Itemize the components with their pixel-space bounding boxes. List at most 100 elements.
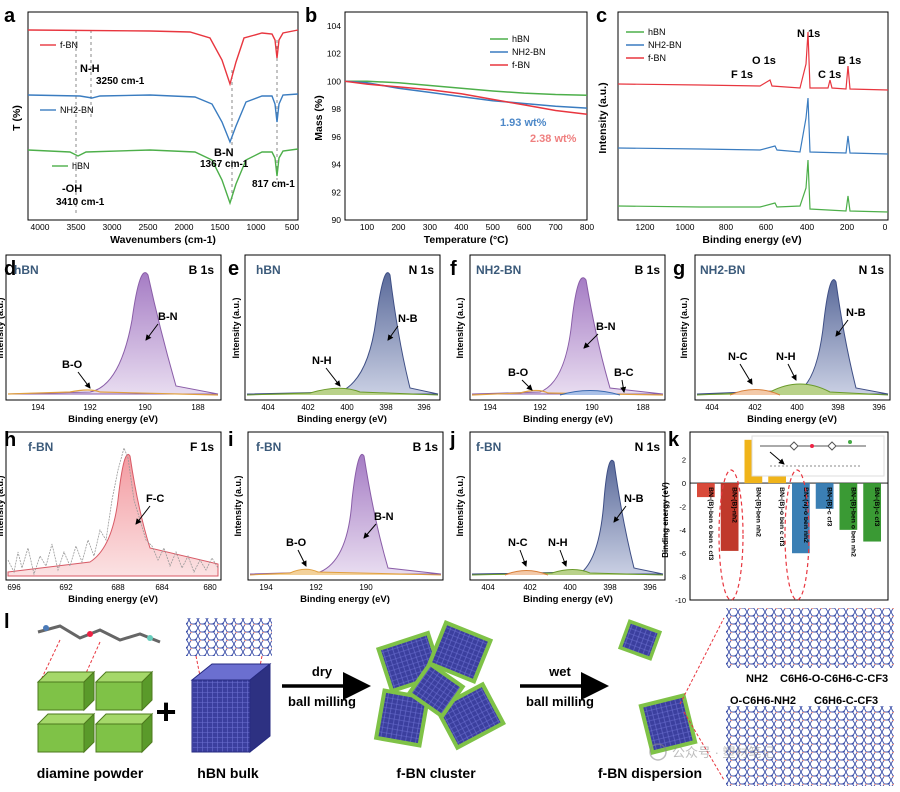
peak-g-nc bbox=[729, 389, 781, 396]
panel-i: i f-BN B 1s B-N B-O 194 192 190 Binding … bbox=[228, 429, 444, 605]
peak-d-bo bbox=[7, 389, 219, 396]
xtick-b: 300 bbox=[423, 222, 437, 232]
k-bar bbox=[720, 483, 739, 551]
peak-e-nb bbox=[246, 272, 439, 395]
green-cube bbox=[36, 712, 96, 754]
xtick-c: 600 bbox=[759, 222, 773, 232]
k-bar bbox=[839, 483, 858, 530]
ytick-b: 100 bbox=[327, 76, 341, 86]
core-d: B 1s bbox=[189, 263, 215, 277]
label-cluster: f-BN cluster bbox=[396, 765, 476, 781]
ytick-k: 0 bbox=[682, 479, 686, 488]
panel-letter-i: i bbox=[228, 429, 234, 451]
core-j: N 1s bbox=[635, 440, 661, 454]
axes-frame-f bbox=[469, 254, 666, 401]
ylabel-h: Intensity (a.u.) bbox=[0, 475, 5, 536]
label-e-nb: N-B bbox=[398, 313, 418, 325]
arrow-f-bo bbox=[521, 379, 533, 391]
xlabel-e: Binding energy (eV) bbox=[297, 414, 387, 425]
cluster-tile bbox=[426, 620, 494, 684]
xtick-d: 194 bbox=[31, 403, 45, 412]
loss-f-bn: 2.38 wt% bbox=[530, 133, 577, 145]
xtick-c: 800 bbox=[719, 222, 733, 232]
xtick-b: 100 bbox=[360, 222, 374, 232]
xlabel-h: Binding energy (eV) bbox=[68, 594, 158, 605]
legend-b-nh2: NH2-BN bbox=[512, 47, 546, 57]
ylabel-d: Intensity (a.u.) bbox=[0, 297, 5, 358]
arrow-d-bn bbox=[145, 323, 159, 341]
xtick-c: 400 bbox=[800, 222, 814, 232]
xtick-e: 396 bbox=[417, 403, 431, 412]
zoom-line bbox=[683, 711, 725, 781]
inset-ring bbox=[789, 441, 799, 451]
hbn-lattice-inset bbox=[186, 618, 272, 656]
arrow-i-bo bbox=[297, 549, 307, 567]
ylabel-k: Binding energy (eV) bbox=[661, 482, 670, 558]
k-bar-label: BN-(B)-ben o ben nh2 bbox=[849, 487, 856, 557]
peak-j-nh bbox=[471, 569, 664, 576]
xlabel-a: Wavenumbers (cm-1) bbox=[110, 234, 216, 246]
ytick-b: 90 bbox=[332, 215, 342, 225]
panel-letter-k: k bbox=[668, 429, 680, 451]
arrow-f-bc bbox=[620, 379, 627, 393]
ytick-k: -2 bbox=[679, 502, 686, 511]
sample-f: NH2-BN bbox=[476, 263, 521, 277]
highlight-nh2 bbox=[718, 469, 744, 601]
ytick-k: 2 bbox=[682, 456, 686, 465]
panel-c: c hBN NH2-BN f-BN N 1s O 1s F 1s C 1s B … bbox=[596, 5, 889, 246]
xtick-g: 398 bbox=[831, 403, 845, 412]
panel-b: b 100 200 300 400 500 600 700 80090929496981001… bbox=[305, 5, 594, 246]
xtick-b: 600 bbox=[517, 222, 531, 232]
plus-sign: + bbox=[155, 691, 176, 732]
xtick-f: 188 bbox=[636, 403, 650, 412]
tga-f-bn bbox=[344, 80, 588, 116]
xticks-j: 404 402 400 398 396 bbox=[481, 583, 657, 592]
panel-letter-h: h bbox=[4, 429, 16, 451]
xtick-a: 3000 bbox=[103, 222, 122, 232]
xlabel-d: Binding energy (eV) bbox=[68, 414, 158, 425]
label-e-nh: N-H bbox=[312, 355, 332, 367]
ytick-b: 104 bbox=[327, 21, 341, 31]
xticks-a: 4000 3500 3000 2500 2000 1500 1000 500 bbox=[31, 222, 300, 232]
atom-f bbox=[147, 635, 153, 641]
dispersion-sheet bbox=[617, 619, 663, 661]
legend-b-hbn: hBN bbox=[512, 34, 530, 44]
atom-o bbox=[87, 631, 93, 637]
label-f-bo: B-O bbox=[508, 367, 529, 379]
peak-o1s: O 1s bbox=[752, 55, 776, 67]
axes-frame-g bbox=[694, 254, 891, 401]
xtick-a: 1500 bbox=[211, 222, 230, 232]
label-chain2: O-C6H6-NH2 bbox=[730, 695, 796, 707]
watermark: 公众号 · 塑材笔记 bbox=[649, 743, 775, 761]
arrow-e-nb bbox=[387, 325, 399, 341]
label-dry: dry bbox=[312, 664, 333, 679]
xticks-i: 194 192 190 bbox=[259, 583, 373, 592]
panel-f: f NH2-BN B 1s B-N B-O B-C 194 192 190 18… bbox=[450, 254, 666, 425]
peak-g-nb bbox=[696, 279, 889, 395]
xtick-h: 684 bbox=[155, 583, 169, 592]
panel-d: d hBN B 1s B-N B-O 194 192 190 188 Bindi… bbox=[0, 254, 222, 425]
label-h-fc: F-C bbox=[146, 493, 164, 505]
xlabel-f: Binding energy (eV) bbox=[523, 414, 613, 425]
xtick-j: 402 bbox=[523, 583, 537, 592]
k-bar-label: BN-(B)-c cf3 bbox=[873, 487, 880, 526]
annot-oh-wn: 3410 cm-1 bbox=[56, 197, 105, 208]
legend-c-fbn: f-BN bbox=[648, 53, 666, 63]
annot-bn-wn: 1367 cm-1 bbox=[200, 159, 249, 170]
xtick-c: 0 bbox=[883, 222, 888, 232]
k-bar-label: BN-(N)-o ben nh2 bbox=[802, 487, 809, 543]
sample-e: hBN bbox=[256, 263, 281, 277]
inset-oxygen bbox=[810, 444, 814, 448]
xlabel-j: Binding energy (eV) bbox=[523, 594, 613, 605]
xtick-j: 398 bbox=[603, 583, 617, 592]
cluster-tile bbox=[406, 660, 466, 720]
legend-f-bn: f-BN bbox=[60, 40, 78, 50]
label-d-bn: B-N bbox=[158, 311, 178, 323]
k-bar bbox=[697, 483, 715, 498]
xtick-f: 192 bbox=[533, 403, 547, 412]
label-g-nh: N-H bbox=[776, 351, 796, 363]
dispersion-sheet bbox=[638, 692, 698, 756]
arrow-h-fc bbox=[135, 505, 151, 525]
xtick-i: 194 bbox=[259, 583, 273, 592]
